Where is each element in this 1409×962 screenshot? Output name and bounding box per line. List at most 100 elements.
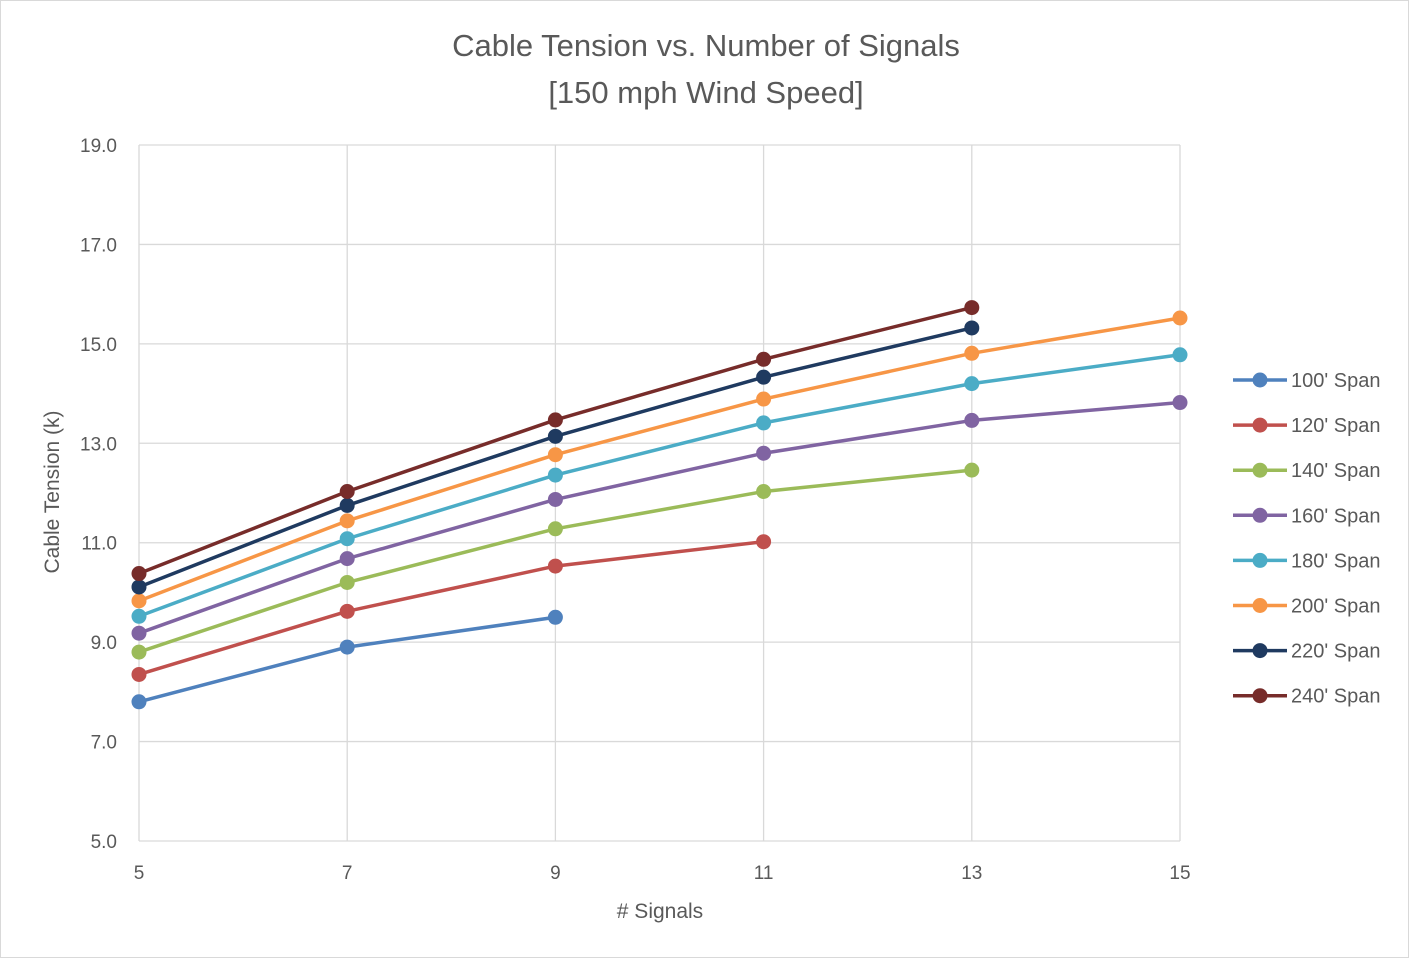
- series-0: [131, 609, 563, 710]
- data-point: [964, 300, 980, 316]
- data-point: [964, 412, 980, 428]
- series-4: [131, 347, 1188, 624]
- data-point: [547, 521, 563, 537]
- data-point: [547, 428, 563, 444]
- legend-label: 160' Span: [1291, 505, 1380, 527]
- legend-item: 100' Span: [1233, 370, 1380, 392]
- data-point: [339, 497, 355, 513]
- data-point: [131, 694, 147, 710]
- legend-swatch-marker: [1252, 462, 1268, 478]
- chart-title-line-1: Cable Tension vs. Number of Signals: [452, 28, 960, 63]
- legend: 100' Span 120' Span 140' Span 160' Span 180'…: [1233, 370, 1380, 708]
- data-point: [131, 608, 147, 624]
- x-tick-label: 15: [1169, 863, 1190, 884]
- data-point: [131, 666, 147, 682]
- series-6: [131, 320, 980, 595]
- data-point: [547, 467, 563, 483]
- axis-ticks: 5.0 7.0 9.0 11.0 13.0 15.0 17.0 19.0 5 7 9 11 13 15: [80, 136, 1191, 884]
- legend-item: 240' Span: [1233, 686, 1380, 708]
- y-tick-label: 19.0: [80, 136, 117, 157]
- data-point: [131, 579, 147, 595]
- legend-label: 200' Span: [1291, 596, 1380, 618]
- data-point: [756, 351, 772, 367]
- gridlines: [138, 144, 1181, 842]
- legend-label: 220' Span: [1291, 641, 1380, 663]
- legend-item: 200' Span: [1233, 596, 1380, 618]
- data-point: [964, 376, 980, 392]
- chart-title-line-2: [150 mph Wind Speed]: [548, 75, 863, 110]
- data-point: [547, 412, 563, 428]
- legend-label: 100' Span: [1291, 370, 1380, 392]
- data-point: [339, 639, 355, 655]
- legend-label: 140' Span: [1291, 460, 1380, 482]
- data-point: [1172, 347, 1188, 363]
- legend-swatch-marker: [1252, 552, 1268, 568]
- x-axis-title: # Signals: [617, 900, 703, 923]
- data-point: [547, 447, 563, 463]
- data-point: [131, 644, 147, 660]
- data-point: [1172, 310, 1188, 326]
- data-point: [756, 391, 772, 407]
- legend-item: 140' Span: [1233, 460, 1380, 482]
- data-point: [339, 531, 355, 547]
- data-point: [131, 625, 147, 641]
- x-tick-label: 11: [754, 863, 774, 884]
- data-point: [964, 320, 980, 336]
- y-tick-label: 17.0: [80, 235, 117, 256]
- data-point: [131, 593, 147, 609]
- data-point: [547, 609, 563, 625]
- data-point: [964, 462, 980, 478]
- legend-swatch-marker: [1252, 643, 1268, 659]
- series-line: [138, 316, 1181, 603]
- legend-swatch-marker: [1252, 688, 1268, 704]
- legend-swatch-marker: [1252, 598, 1268, 613]
- data-point: [964, 345, 980, 361]
- x-tick-label: 7: [342, 863, 353, 884]
- legend-label: 240' Span: [1291, 686, 1380, 708]
- data-point: [756, 534, 772, 550]
- legend-item: 180' Span: [1233, 550, 1380, 572]
- series-line: [138, 400, 1181, 635]
- data-point: [756, 484, 772, 500]
- series-2: [131, 462, 980, 660]
- y-tick-label: 9.0: [91, 633, 117, 654]
- x-tick-label: 13: [961, 863, 982, 884]
- data-point: [339, 513, 355, 529]
- y-tick-label: 15.0: [80, 335, 117, 356]
- series-line: [138, 539, 764, 677]
- y-tick-label: 13.0: [80, 434, 117, 455]
- legend-swatch-marker: [1252, 372, 1268, 388]
- legend-label: 180' Span: [1291, 550, 1380, 572]
- data-point: [1172, 395, 1188, 411]
- x-tick-label: 5: [134, 863, 145, 884]
- legend-item: 120' Span: [1233, 415, 1380, 437]
- data-point: [756, 445, 772, 461]
- data-point: [339, 484, 355, 500]
- y-axis-title: Cable Tension (k): [41, 410, 64, 573]
- data-point: [756, 369, 772, 385]
- series-5: [131, 310, 1188, 609]
- data-point: [339, 551, 355, 567]
- y-tick-label: 11.0: [81, 534, 117, 555]
- legend-swatch-marker: [1252, 417, 1268, 433]
- series-lines: [131, 300, 1188, 710]
- series-3: [131, 395, 1188, 641]
- data-point: [547, 491, 563, 507]
- legend-swatch-marker: [1252, 507, 1268, 523]
- y-tick-label: 7.0: [91, 733, 117, 754]
- x-tick-label: 9: [550, 863, 561, 884]
- data-point: [339, 603, 355, 619]
- legend-item: 220' Span: [1233, 641, 1380, 663]
- series-line: [138, 353, 1181, 618]
- series-1: [131, 534, 772, 682]
- legend-label: 120' Span: [1291, 415, 1380, 437]
- series-7: [131, 300, 980, 582]
- data-point: [339, 574, 355, 590]
- data-point: [131, 566, 147, 582]
- data-point: [756, 415, 772, 431]
- data-point: [547, 558, 563, 574]
- legend-item: 160' Span: [1233, 505, 1380, 527]
- y-tick-label: 5.0: [91, 832, 117, 853]
